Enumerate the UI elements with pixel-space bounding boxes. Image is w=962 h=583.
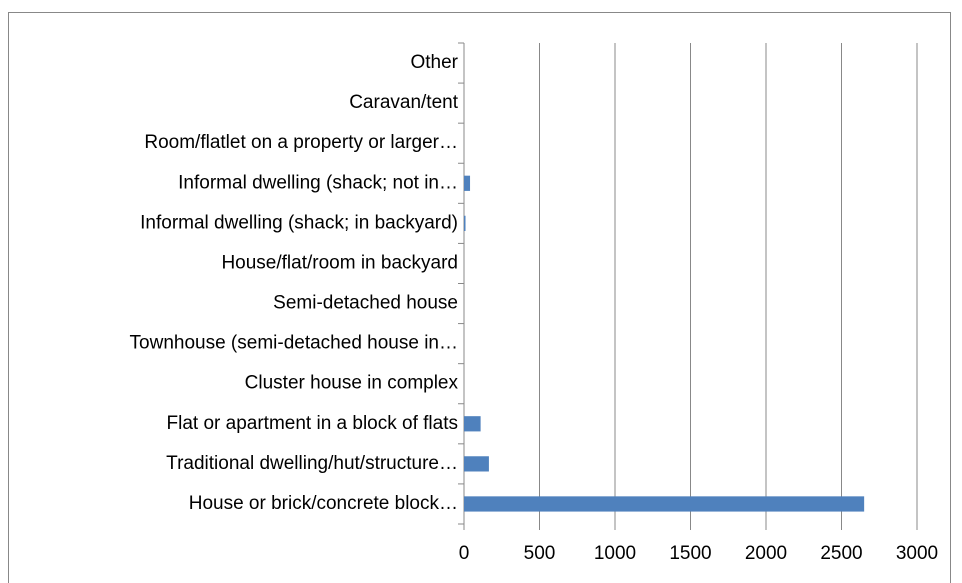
bar (464, 416, 481, 432)
chart-border (8, 12, 951, 583)
y-tick-label: Other (410, 52, 458, 73)
x-tick-label: 1500 (669, 543, 711, 564)
y-tick-label: Semi-detached house (273, 293, 458, 314)
y-tick-label: House or brick/concrete block… (189, 493, 458, 514)
y-tick-label: Traditional dwelling/hut/structure… (166, 453, 458, 474)
y-tick-label: Flat or apartment in a block of flats (167, 413, 458, 434)
y-tick-label: Informal dwelling (shack; in backyard) (140, 212, 458, 233)
y-tick-label: Townhouse (semi-detached house in… (130, 333, 458, 354)
y-tick-label: House/flat/room in backyard (221, 252, 458, 273)
y-tick-label: Cluster house in complex (245, 373, 459, 394)
x-tick-label: 1000 (594, 543, 636, 564)
y-tick-label: Informal dwelling (shack; not in… (178, 172, 458, 193)
x-tick-label: 500 (524, 543, 556, 564)
bar (464, 175, 471, 191)
x-tick-label: 2500 (820, 543, 862, 564)
bar (464, 215, 466, 231)
y-tick-label: Caravan/tent (349, 92, 459, 113)
x-tick-label: 3000 (896, 543, 938, 564)
bar (464, 456, 489, 472)
x-tick-label: 0 (459, 543, 470, 564)
y-tick-label: Room/flatlet on a property or larger… (144, 132, 458, 153)
bar (464, 496, 865, 512)
x-tick-label: 2000 (745, 543, 787, 564)
